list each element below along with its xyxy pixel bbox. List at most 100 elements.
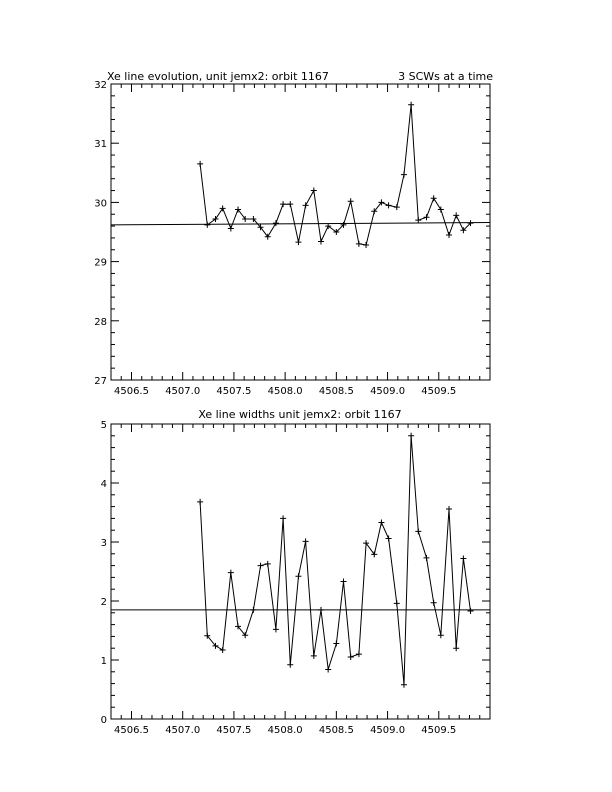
- top-data-point: [250, 215, 257, 222]
- bottom-data-point: [264, 560, 271, 567]
- top-y-tick-label: 30: [94, 198, 107, 209]
- bottom-data-point: [317, 606, 324, 613]
- top-data-point: [280, 201, 287, 208]
- bottom-y-tick-label: 1: [101, 656, 107, 667]
- bottom-data-point: [310, 652, 317, 659]
- bottom-data-point: [446, 505, 453, 512]
- bottom-series-line: [199, 435, 471, 685]
- top-y-tick-label: 28: [94, 317, 107, 328]
- bottom-x-tick-label: 4508.5: [319, 725, 354, 736]
- top-data-point: [204, 221, 211, 228]
- bottom-data-point: [227, 569, 234, 576]
- top-data-point: [287, 201, 294, 208]
- bottom-x-tick-label: 4509.0: [370, 725, 405, 736]
- bottom-data-point: [385, 535, 392, 542]
- top-data-point: [242, 215, 249, 222]
- top-chart-title: Xe line evolution, unit jemx2: orbit 116…: [107, 70, 329, 83]
- top-data-point: [371, 208, 378, 215]
- bottom-data-point: [415, 528, 422, 535]
- top-data-point: [272, 220, 279, 227]
- bottom-data-point: [197, 498, 204, 505]
- top-data-point: [423, 214, 430, 221]
- bottom-data-point: [340, 578, 347, 585]
- top-data-point: [227, 225, 234, 232]
- top-x-tick-label: 4508.5: [319, 386, 354, 397]
- top-x-tick-label: 4508.0: [268, 386, 303, 397]
- top-data-point: [393, 204, 400, 211]
- bottom-data-point: [333, 640, 340, 647]
- bottom-chart-title: Xe line widths unit jemx2: orbit 1167: [198, 408, 401, 421]
- top-data-point: [385, 202, 392, 209]
- top-plot-frame: [110, 83, 491, 381]
- bottom-x-tick-label: 4506.5: [114, 725, 149, 736]
- bottom-data-point: [400, 681, 407, 688]
- top-data-point: [235, 206, 242, 213]
- bottom-y-tick-label: 2: [101, 597, 107, 608]
- bottom-data-point: [242, 632, 249, 639]
- bottom-data-point: [219, 646, 226, 653]
- bottom-x-tick-label: 4509.5: [421, 725, 456, 736]
- bottom-data-point: [295, 573, 302, 580]
- top-x-tick-label: 4507.0: [165, 386, 200, 397]
- top-y-tick-label: 27: [94, 376, 107, 387]
- top-x-tick-label: 4506.5: [114, 386, 149, 397]
- top-data-point: [355, 240, 362, 247]
- bottom-data-point: [453, 645, 460, 652]
- top-data-point: [295, 239, 302, 246]
- top-data-point: [400, 171, 407, 178]
- bottom-x-tick-label: 4507.0: [165, 725, 200, 736]
- bottom-y-tick-label: 3: [101, 538, 107, 549]
- top-data-point: [302, 202, 309, 209]
- bottom-y-tick-label: 0: [101, 715, 107, 726]
- top-data-point: [446, 231, 453, 238]
- top-data-point: [212, 215, 219, 222]
- bottom-data-point: [408, 432, 415, 439]
- top-data-point: [347, 198, 354, 205]
- top-y-tick-label: 32: [94, 80, 107, 91]
- top-data-point: [460, 227, 467, 234]
- top-data-point: [467, 220, 474, 227]
- bottom-y-tick-label: 4: [101, 479, 107, 490]
- bottom-data-point: [280, 515, 287, 522]
- bottom-data-point: [250, 606, 257, 613]
- top-x-tick-label: 4509.0: [370, 386, 405, 397]
- top-data-point: [430, 195, 437, 202]
- top-data-point: [310, 187, 317, 194]
- top-y-tick-label: 31: [94, 139, 107, 150]
- bottom-data-point: [363, 540, 370, 547]
- top-y-tick-label: 29: [94, 258, 107, 269]
- top-data-point: [415, 217, 422, 224]
- bottom-data-point: [437, 632, 444, 639]
- top-data-point: [197, 160, 204, 167]
- top-chart-panel: Xe line evolution, unit jemx2: orbit 116…: [94, 70, 493, 397]
- bottom-data-point: [423, 554, 430, 561]
- top-data-point: [325, 223, 332, 230]
- bottom-data-point: [287, 661, 294, 668]
- top-data-point: [340, 221, 347, 228]
- top-data-point: [264, 233, 271, 240]
- top-chart-subtitle: 3 SCWs at a time: [398, 70, 493, 83]
- top-data-point: [453, 212, 460, 219]
- top-x-tick-label: 4509.5: [421, 386, 456, 397]
- bottom-data-point: [378, 519, 385, 526]
- bottom-data-point: [355, 651, 362, 658]
- bottom-plot-frame: [110, 423, 491, 720]
- bottom-x-tick-label: 4507.5: [216, 725, 251, 736]
- top-data-point: [437, 206, 444, 213]
- bottom-data-point: [467, 608, 474, 615]
- top-reference-line: [110, 222, 491, 226]
- bottom-data-point: [272, 626, 279, 633]
- bottom-data-point: [235, 623, 242, 630]
- top-data-point: [363, 242, 370, 249]
- bottom-data-point: [302, 538, 309, 545]
- bottom-data-point: [204, 632, 211, 639]
- bottom-data-point: [430, 599, 437, 606]
- bottom-y-tick-label: 5: [101, 420, 107, 431]
- top-x-tick-label: 4507.5: [216, 386, 251, 397]
- bottom-data-point: [257, 562, 264, 569]
- bottom-data-point: [393, 600, 400, 607]
- top-data-point: [317, 238, 324, 245]
- bottom-chart-panel: Xe line widths unit jemx2: orbit 1167 0 1…: [101, 408, 491, 736]
- bottom-data-point: [212, 642, 219, 649]
